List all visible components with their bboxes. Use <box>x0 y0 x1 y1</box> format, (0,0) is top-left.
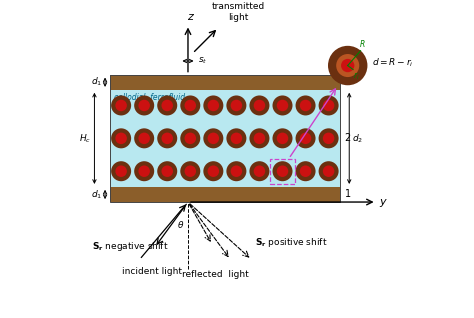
Circle shape <box>134 95 154 115</box>
Text: $\theta$: $\theta$ <box>177 219 184 230</box>
Circle shape <box>273 128 292 149</box>
Circle shape <box>162 100 173 111</box>
Circle shape <box>249 95 269 115</box>
Circle shape <box>296 128 316 149</box>
Bar <box>109 75 340 202</box>
Text: $\mathbf{S_r}$ negative shift: $\mathbf{S_r}$ negative shift <box>92 239 169 252</box>
Text: $d_1$: $d_1$ <box>91 188 102 201</box>
Circle shape <box>277 165 288 177</box>
Circle shape <box>203 128 223 149</box>
Circle shape <box>227 95 246 115</box>
Bar <box>109 75 340 90</box>
Circle shape <box>300 100 311 111</box>
Circle shape <box>319 128 338 149</box>
Circle shape <box>328 46 367 85</box>
Circle shape <box>341 59 355 72</box>
Circle shape <box>184 100 196 111</box>
Circle shape <box>277 100 288 111</box>
Circle shape <box>203 95 223 115</box>
Circle shape <box>319 161 338 181</box>
Circle shape <box>323 100 334 111</box>
Text: z: z <box>187 11 192 22</box>
Circle shape <box>115 100 127 111</box>
Circle shape <box>277 133 288 144</box>
Circle shape <box>323 133 334 144</box>
Circle shape <box>336 54 359 77</box>
Circle shape <box>231 133 242 144</box>
Text: collodial  ferrofluid: collodial ferrofluid <box>114 93 185 102</box>
Text: $d_1$: $d_1$ <box>91 76 102 88</box>
Circle shape <box>300 165 311 177</box>
Circle shape <box>208 100 219 111</box>
Circle shape <box>296 161 316 181</box>
Circle shape <box>162 133 173 144</box>
Circle shape <box>227 128 246 149</box>
Circle shape <box>254 133 265 144</box>
Text: $R$: $R$ <box>358 38 365 49</box>
Circle shape <box>180 95 201 115</box>
Circle shape <box>254 165 265 177</box>
Circle shape <box>111 95 131 115</box>
Text: incident light: incident light <box>122 267 182 276</box>
Circle shape <box>111 161 131 181</box>
Circle shape <box>138 133 150 144</box>
Text: $d_2$: $d_2$ <box>352 132 364 145</box>
Circle shape <box>273 161 292 181</box>
Circle shape <box>138 165 150 177</box>
Circle shape <box>249 161 269 181</box>
Bar <box>109 187 340 202</box>
Text: $\mathbf{S_r}$ positive shift: $\mathbf{S_r}$ positive shift <box>255 237 327 250</box>
Text: transmitted
light: transmitted light <box>211 2 264 22</box>
Bar <box>109 90 340 187</box>
Circle shape <box>184 133 196 144</box>
Circle shape <box>115 133 127 144</box>
Circle shape <box>296 95 316 115</box>
Circle shape <box>323 165 334 177</box>
Circle shape <box>249 128 269 149</box>
Circle shape <box>134 128 154 149</box>
Circle shape <box>115 165 127 177</box>
Circle shape <box>157 128 177 149</box>
Circle shape <box>254 100 265 111</box>
Text: y: y <box>380 197 386 207</box>
Circle shape <box>180 128 201 149</box>
Circle shape <box>180 161 201 181</box>
Circle shape <box>231 100 242 111</box>
Circle shape <box>138 100 150 111</box>
Circle shape <box>300 133 311 144</box>
Circle shape <box>208 133 219 144</box>
Circle shape <box>184 165 196 177</box>
Circle shape <box>273 95 292 115</box>
Circle shape <box>134 161 154 181</box>
Circle shape <box>111 128 131 149</box>
Circle shape <box>157 161 177 181</box>
Circle shape <box>157 95 177 115</box>
Text: $s_t$: $s_t$ <box>198 56 208 66</box>
Text: $H_c$: $H_c$ <box>79 132 91 145</box>
Text: reflected  light: reflected light <box>182 270 249 279</box>
Text: $d=R-r_i$: $d=R-r_i$ <box>372 56 413 69</box>
Text: 2: 2 <box>345 133 351 143</box>
Text: 1: 1 <box>345 190 351 199</box>
Circle shape <box>227 161 246 181</box>
Circle shape <box>208 165 219 177</box>
Circle shape <box>231 165 242 177</box>
Circle shape <box>319 95 338 115</box>
Text: $r_i$: $r_i$ <box>354 70 360 82</box>
Bar <box>270 159 295 184</box>
Text: 3: 3 <box>345 77 351 87</box>
Circle shape <box>203 161 223 181</box>
Circle shape <box>162 165 173 177</box>
